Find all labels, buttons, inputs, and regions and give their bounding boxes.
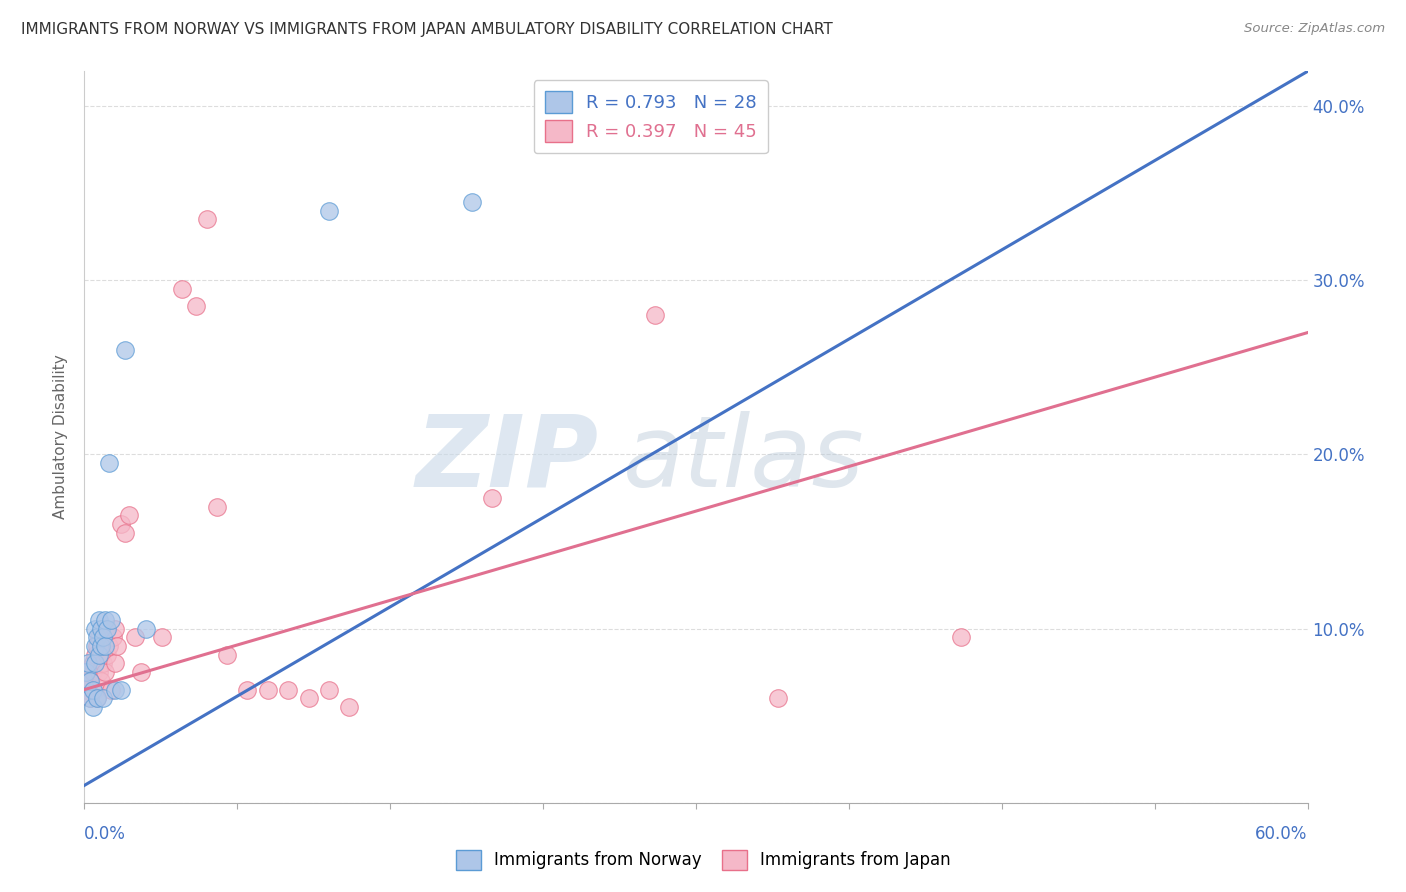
Point (91, 631, 114, 645)
Text: 0.0%: 0.0% (84, 825, 127, 843)
Point (91, 657, 114, 671)
Point (135, 622, 157, 636)
Point (86, 639, 108, 653)
Point (83, 648, 105, 662)
Point (93, 665, 117, 680)
Point (318, 203, 340, 218)
Point (110, 517, 132, 532)
Point (101, 631, 124, 645)
Point (114, 343, 136, 357)
Point (766, 691, 789, 706)
Point (93, 613, 117, 627)
Point (644, 308, 666, 322)
Point (90, 622, 112, 636)
Point (124, 631, 146, 645)
Y-axis label: Ambulatory Disability: Ambulatory Disability (53, 355, 69, 519)
Point (217, 648, 239, 662)
Legend: R = 0.793   N = 28, R = 0.397   N = 45: R = 0.793 N = 28, R = 0.397 N = 45 (534, 80, 768, 153)
Point (87, 665, 110, 680)
Point (110, 682, 132, 697)
Point (298, 691, 321, 706)
Point (86, 691, 108, 706)
Text: Source: ZipAtlas.com: Source: ZipAtlas.com (1244, 22, 1385, 36)
Point (90, 639, 112, 653)
Point (339, 700, 361, 714)
Point (172, 282, 194, 296)
Point (318, 682, 340, 697)
Point (205, 500, 228, 514)
Point (93, 639, 117, 653)
Point (75, 665, 97, 680)
Point (77, 657, 100, 671)
Point (93, 622, 117, 636)
Point (195, 212, 218, 227)
Point (97, 639, 120, 653)
Point (83, 682, 105, 697)
Point (87, 631, 110, 645)
Point (82, 657, 104, 671)
Point (87, 648, 110, 662)
Point (82, 665, 104, 680)
Point (105, 639, 128, 653)
Point (75, 682, 97, 697)
Text: 60.0%: 60.0% (1256, 825, 1308, 843)
Point (186, 300, 208, 314)
Point (79, 691, 101, 706)
Point (82, 700, 104, 714)
Point (236, 682, 259, 697)
Point (91, 691, 114, 706)
Point (104, 682, 127, 697)
Point (86, 691, 108, 706)
Point (79, 691, 101, 706)
Text: IMMIGRANTS FROM NORWAY VS IMMIGRANTS FROM JAPAN AMBULATORY DISABILITY CORRELATIO: IMMIGRANTS FROM NORWAY VS IMMIGRANTS FRO… (21, 22, 832, 37)
Point (87, 613, 110, 627)
Point (96, 622, 118, 636)
Point (104, 622, 127, 636)
Point (104, 657, 127, 671)
Point (86, 631, 108, 645)
Point (481, 491, 503, 505)
Point (83, 622, 105, 636)
Text: ZIP: ZIP (415, 410, 598, 508)
Point (461, 194, 484, 209)
Point (79, 673, 101, 688)
Point (950, 631, 973, 645)
Point (257, 682, 280, 697)
Point (82, 682, 104, 697)
Point (90, 648, 112, 662)
Point (100, 682, 122, 697)
Point (114, 525, 136, 540)
Point (96, 648, 118, 662)
Point (83, 639, 105, 653)
Point (83, 657, 105, 671)
Point (277, 682, 299, 697)
Point (77, 673, 100, 688)
Point (150, 631, 173, 645)
Point (97, 456, 120, 470)
Point (90, 673, 112, 688)
Point (100, 613, 122, 627)
Point (91, 631, 114, 645)
Legend: Immigrants from Norway, Immigrants from Japan: Immigrants from Norway, Immigrants from … (449, 843, 957, 877)
Point (131, 665, 153, 680)
Point (118, 508, 141, 523)
Text: atlas: atlas (623, 410, 865, 508)
